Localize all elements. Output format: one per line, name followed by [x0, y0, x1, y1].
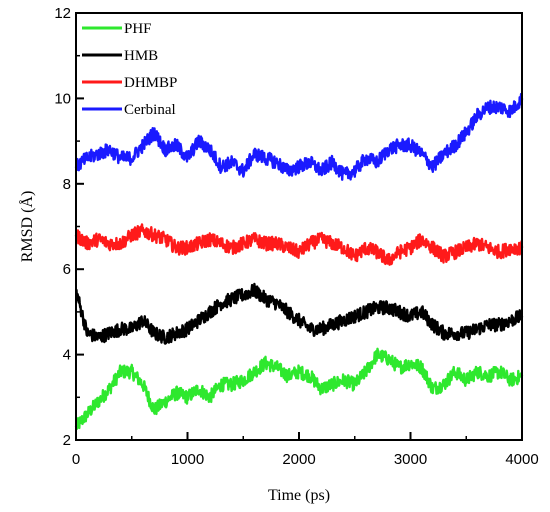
- x-tick-label: 3000: [394, 451, 427, 468]
- series-line-phf: [74, 347, 524, 430]
- y-tick-label: 12: [54, 5, 71, 22]
- x-tick-label: 0: [72, 451, 80, 468]
- x-tick-label: 2000: [282, 451, 315, 468]
- series-line-dhmbp: [74, 223, 524, 266]
- legend: PHF HMB DHMBP Cerbinal: [82, 21, 177, 118]
- y-axis-label: RMSD (Å): [18, 191, 36, 263]
- axis-ticks: [75, 12, 523, 441]
- legend-label-dhmbp: DHMBP: [124, 75, 177, 91]
- legend-label-hmb: HMB: [124, 48, 158, 64]
- series-lines: [74, 92, 524, 430]
- legend-label-phf: PHF: [124, 21, 152, 37]
- x-tick-label: 4000: [505, 451, 538, 468]
- y-tick-label: 6: [63, 261, 71, 278]
- series-line-cerbinal: [74, 92, 524, 181]
- y-tick-label: 10: [54, 90, 71, 107]
- axis-tick-labels: 0 1000 2000 3000 4000 2 4 6 8 10 12: [54, 5, 538, 468]
- legend-label-cerbinal: Cerbinal: [124, 102, 176, 118]
- x-axis-label: Time (ps): [268, 487, 330, 504]
- series-line-hmb: [75, 282, 524, 345]
- y-tick-label: 4: [63, 347, 71, 364]
- y-tick-label: 2: [63, 432, 71, 449]
- x-tick-label: 1000: [171, 451, 204, 468]
- y-tick-label: 8: [63, 176, 71, 193]
